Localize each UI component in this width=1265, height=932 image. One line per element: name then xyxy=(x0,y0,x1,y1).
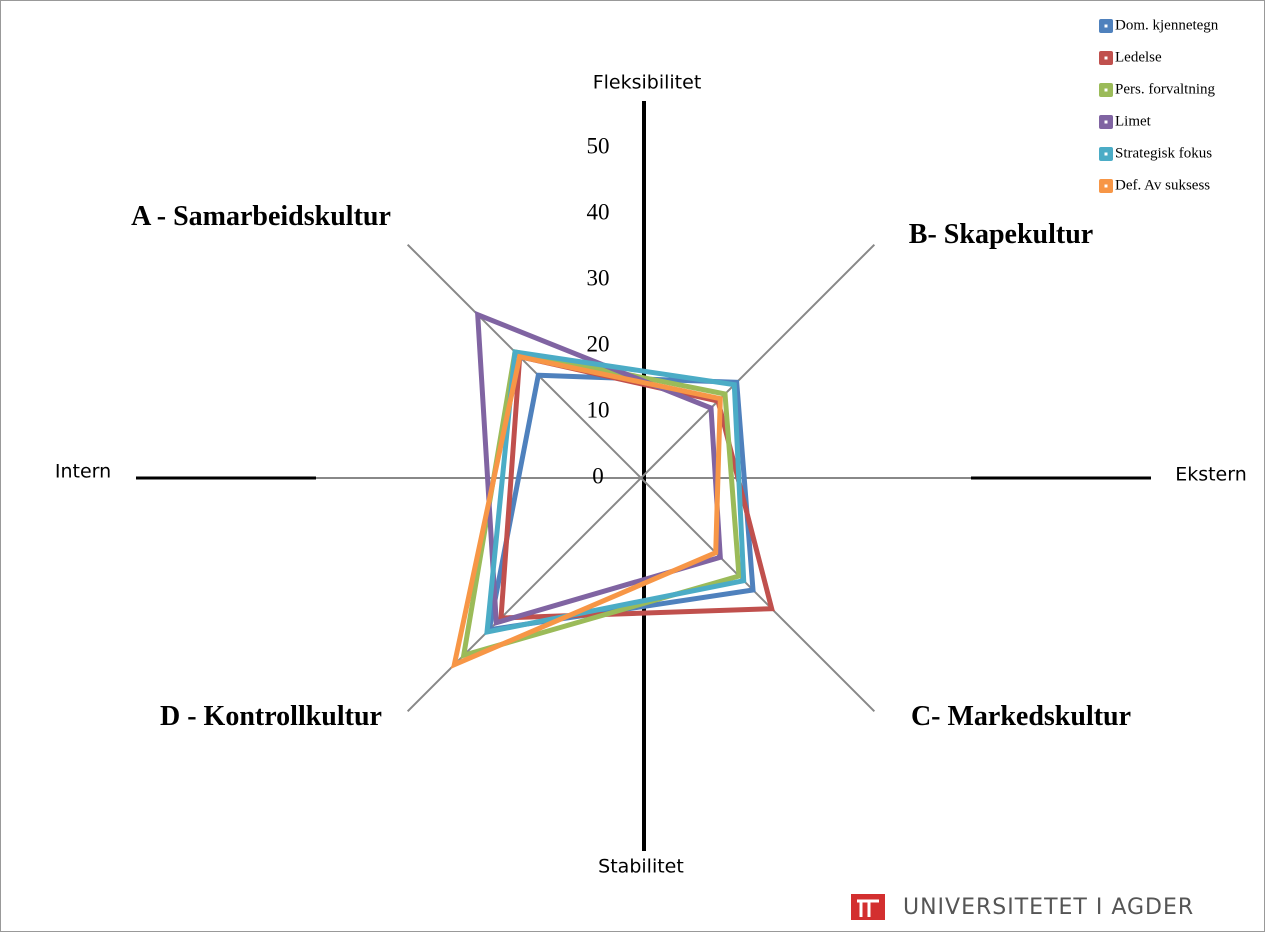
spoke xyxy=(406,477,642,713)
category-label: C- Markedskultur xyxy=(910,701,1132,732)
legend-swatch-dot xyxy=(1104,184,1108,188)
r-tick-label: 0 xyxy=(592,463,604,488)
legend-label: Ledelse xyxy=(1115,49,1162,65)
legend-swatch-dot xyxy=(1104,120,1108,124)
r-tick-label: 50 xyxy=(587,133,610,158)
category-label: A - Samarbeidskultur xyxy=(131,201,391,232)
category-label: B- Skapekultur xyxy=(908,219,1094,250)
axis-label: Intern xyxy=(55,461,111,483)
legend-swatch-dot xyxy=(1104,88,1108,92)
r-tick-label: 10 xyxy=(587,397,610,422)
legend-label: Dom. kjennetegn xyxy=(1115,17,1219,33)
logo-text: UNIVERSITETET I AGDER xyxy=(903,895,1194,920)
legend-swatch-dot xyxy=(1104,152,1108,156)
legend-swatch-dot xyxy=(1104,56,1108,60)
series-line xyxy=(460,349,742,659)
category-label: D - Kontrollkultur xyxy=(160,701,382,732)
series-line xyxy=(474,310,723,626)
r-tick-label: 20 xyxy=(587,331,610,356)
axis-label: Ekstern xyxy=(1175,464,1247,486)
legend-label: Limet xyxy=(1115,113,1152,129)
legend-label: Def. Av suksess xyxy=(1115,177,1210,193)
spoke xyxy=(640,243,876,479)
legend-swatch-dot xyxy=(1104,24,1108,28)
spoke xyxy=(640,477,876,713)
spoke xyxy=(406,243,642,479)
logo-mark-detail xyxy=(857,899,879,917)
axis-label: Stabilitet xyxy=(598,856,684,878)
series-line xyxy=(484,349,747,636)
r-tick-label: 30 xyxy=(587,265,610,290)
axis-label: Fleksibilitet xyxy=(593,72,702,94)
series-line xyxy=(450,353,723,669)
legend-label: Strategisk fokus xyxy=(1115,145,1212,161)
r-tick-label: 40 xyxy=(587,199,610,224)
legend-label: Pers. forvaltning xyxy=(1115,81,1215,97)
